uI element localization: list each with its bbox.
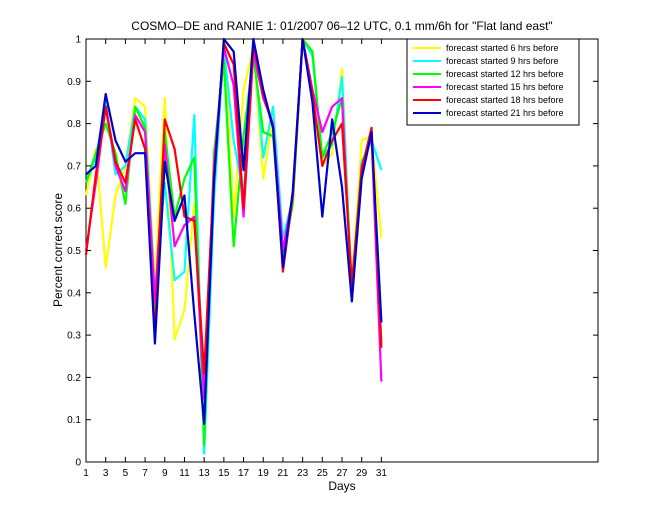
x-tick-label: 25 [317,468,329,479]
x-tick-label: 21 [277,468,289,479]
y-tick-label: 0 [75,458,81,469]
series-line-3 [84,37,383,447]
legend-box [406,38,580,126]
legend-label-5: forecast started 18 hrs before [446,95,564,105]
x-tick-label: 27 [336,468,348,479]
legend-label-1: forecast started 6 hrs before [446,43,559,53]
y-tick-label: 1 [75,35,81,46]
x-axis-title: Days [328,479,355,493]
series-line-1 [84,37,383,392]
x-tick-label: 15 [218,468,230,479]
y-tick-label: 0.9 [67,77,81,88]
x-tick-label: 23 [297,468,309,479]
x-tick-label: 3 [103,468,109,479]
chart-title: COSMO–DE and RANIE 1: 01/2007 06–12 UTC,… [131,19,552,33]
x-tick-label: 17 [238,468,250,479]
x-tick-label: 13 [199,468,211,479]
legend-label-4: forecast started 15 hrs before [446,82,564,92]
y-tick-label: 0.7 [67,161,81,172]
y-tick-label: 0.4 [67,288,81,299]
legend-label-3: forecast started 12 hrs before [446,69,564,79]
x-tick-label: 7 [142,468,148,479]
legend-label-2: forecast started 9 hrs before [446,56,559,66]
x-tick-label: 29 [356,468,368,479]
y-tick-label: 0.8 [67,119,81,130]
legend-label-6: forecast started 21 hrs before [446,108,564,118]
x-tick-label: 19 [258,468,270,479]
series-line-4 [84,37,383,400]
y-tick-label: 0.5 [67,246,81,257]
legend: forecast started 6 hrs before forecast st… [406,38,580,126]
x-tick-label: 5 [123,468,129,479]
y-tick-label: 0.6 [67,204,81,215]
series-line-6 [85,37,383,426]
y-axis-title: Percent correct score [51,193,65,307]
x-tick-label: 11 [179,468,190,479]
series-layer [84,37,383,455]
y-tick-label: 0.2 [67,373,81,384]
x-tick-label: 9 [162,468,168,479]
tick-layer: 1 3 5 7 9 11 13 15 17 19 21 23 25 27 29 3100.10.20.30.4… [67,35,598,479]
y-tick-label: 0.1 [67,415,81,426]
y-tick-label: 0.3 [67,331,81,342]
x-tick-label: 31 [376,468,388,479]
x-tick-label: 1 [83,468,89,479]
